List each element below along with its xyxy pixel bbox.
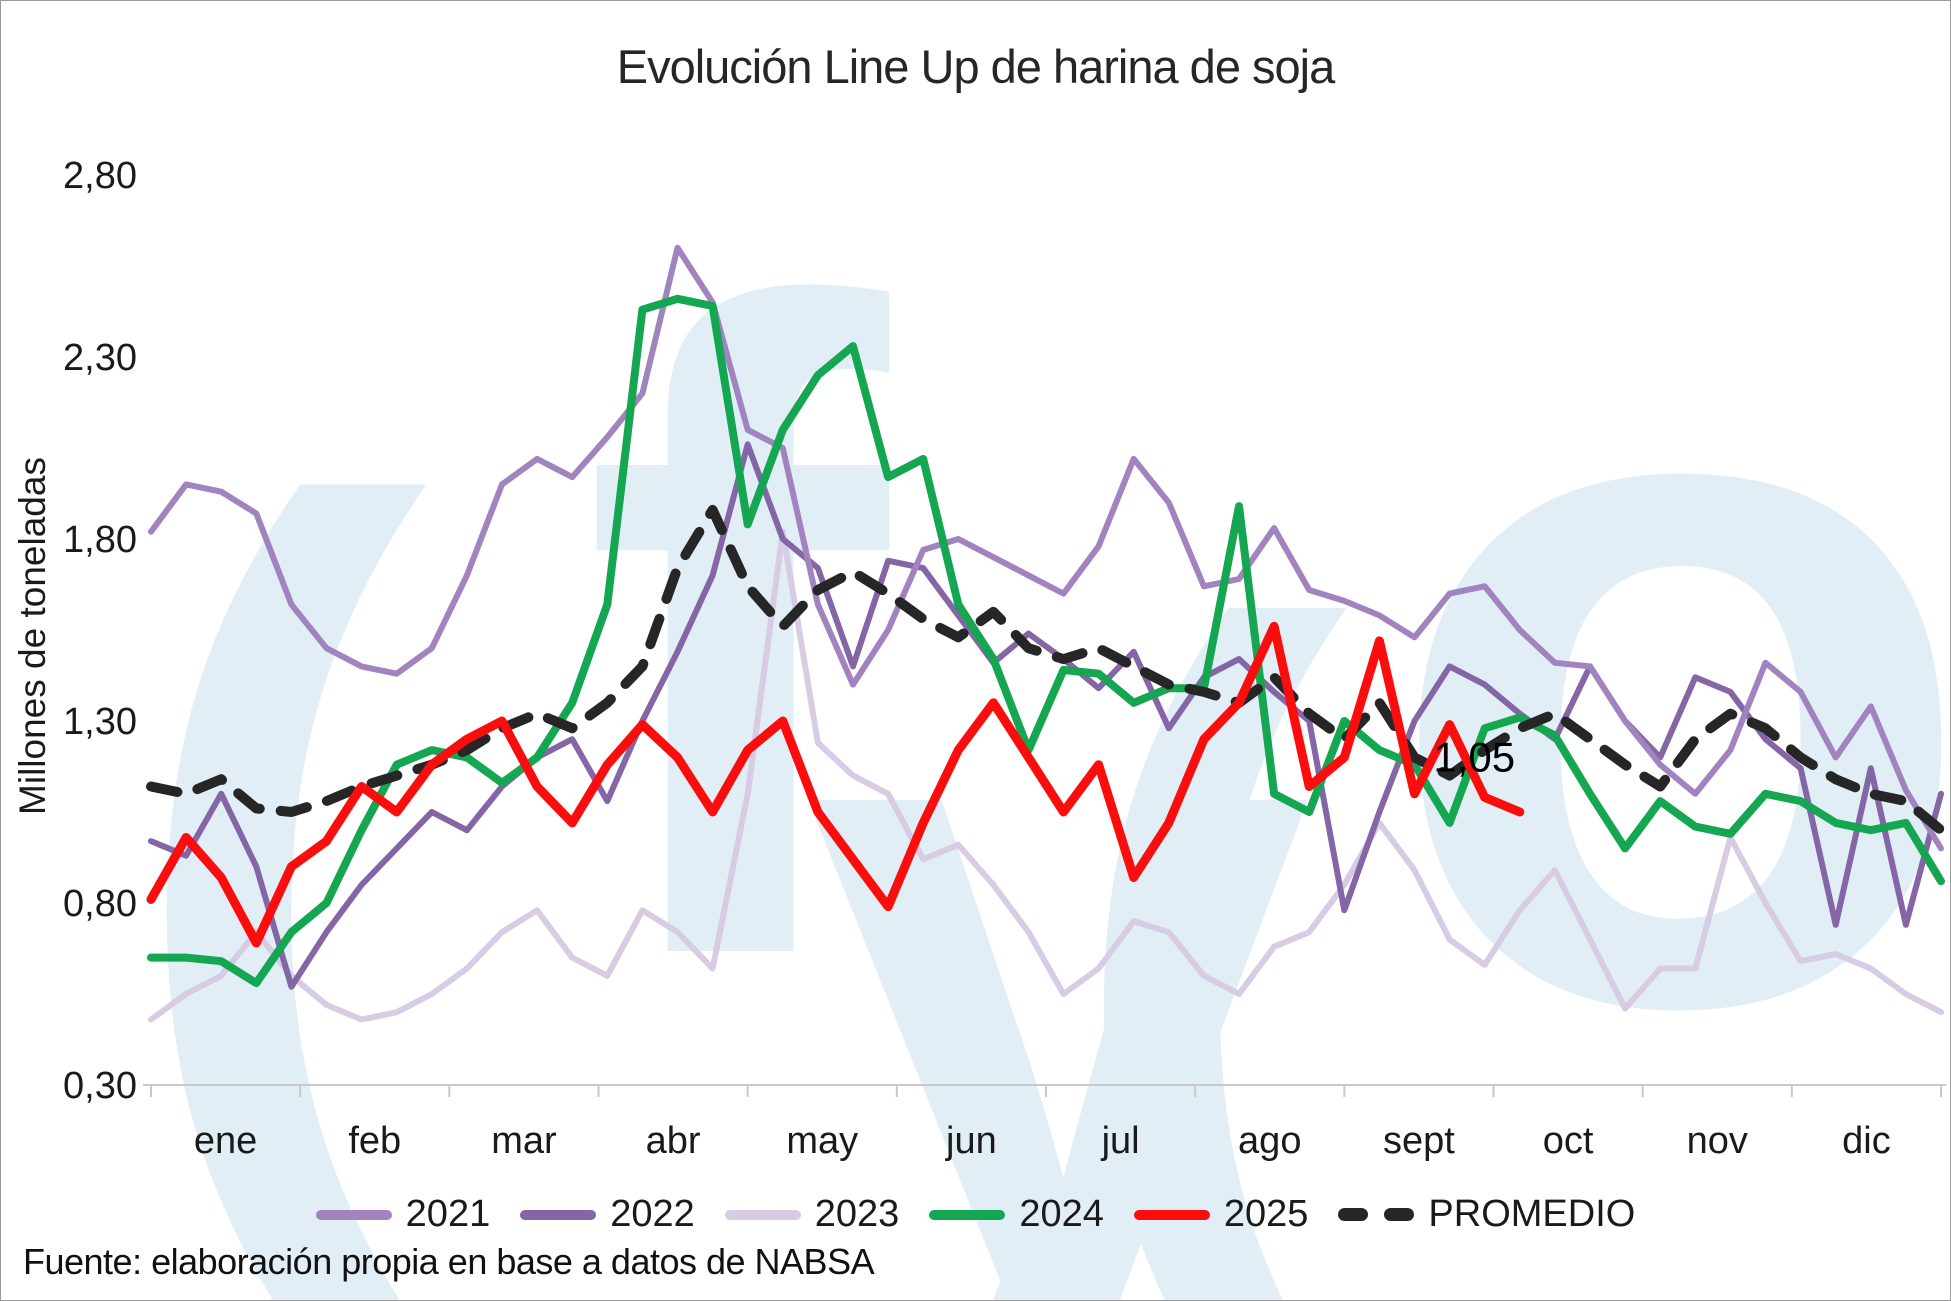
svg-text:oct: oct [1543,1120,1594,1162]
chart-title: Evolución Line Up de harina de soja [616,40,1336,93]
svg-text:2,80: 2,80 [63,155,137,197]
svg-text:(: ( [1061,453,1357,1301]
legend-label-2021: 2021 [405,1193,491,1235]
legend-item-2021[interactable]: 2021 [315,1193,491,1236]
svg-text:1,05: 1,05 [1433,733,1515,780]
legend-swatch-2021 [315,1209,392,1220]
source-note: Fuente: elaboración propia en base a dat… [23,1241,875,1282]
svg-text:0,30: 0,30 [63,1065,137,1107]
svg-text:mar: mar [491,1120,557,1162]
legend-swatch-2025 [1133,1209,1210,1220]
legend-swatch-2022 [520,1209,597,1220]
legend-label-2025: 2025 [1223,1193,1309,1235]
legend-label-promedio: PROMEDIO [1428,1193,1636,1235]
svg-text:sept: sept [1383,1120,1455,1162]
legend-item-2025[interactable]: 2025 [1133,1193,1309,1236]
svg-text:f: f [581,118,897,1146]
axis-layer: ene feb mar abr may jun jul ago sept oct nov dic 2,8… [63,155,1946,1162]
svg-text:dic: dic [1842,1120,1891,1162]
legend-label-2024: 2024 [1019,1193,1104,1235]
series-lines [146,244,1946,1023]
svg-text:o: o [1381,114,1951,1209]
svg-text:0,80: 0,80 [63,883,137,925]
svg-text:1,80: 1,80 [63,519,137,561]
svg-text:may: may [786,1120,858,1162]
svg-text:nov: nov [1687,1120,1748,1162]
svg-text:ene: ene [194,1120,257,1162]
svg-text:2,30: 2,30 [63,337,137,379]
legend-label-2022: 2022 [610,1193,695,1235]
legend-swatch-promedio [1338,1208,1415,1221]
legend: 2021 2022 2023 2024 2025 PROMEDIO [1,1193,1950,1236]
svg-text:jul: jul [1101,1120,1140,1162]
svg-text:1,30: 1,30 [63,701,137,743]
legend-swatch-2024 [929,1209,1006,1220]
svg-text:feb: feb [348,1120,401,1162]
legend-item-promedio[interactable]: PROMEDIO [1338,1193,1635,1236]
svg-text:ago: ago [1238,1120,1301,1162]
svg-text:jun: jun [945,1120,997,1162]
svg-text:abr: abr [646,1120,701,1162]
legend-item-2024[interactable]: 2024 [929,1193,1104,1236]
legend-item-2022[interactable]: 2022 [520,1193,695,1236]
legend-label-2023: 2023 [814,1193,900,1235]
legend-swatch-2023 [724,1209,801,1220]
legend-item-2023[interactable]: 2023 [724,1193,900,1236]
annotation-layer: 1,05 [1433,733,1515,780]
